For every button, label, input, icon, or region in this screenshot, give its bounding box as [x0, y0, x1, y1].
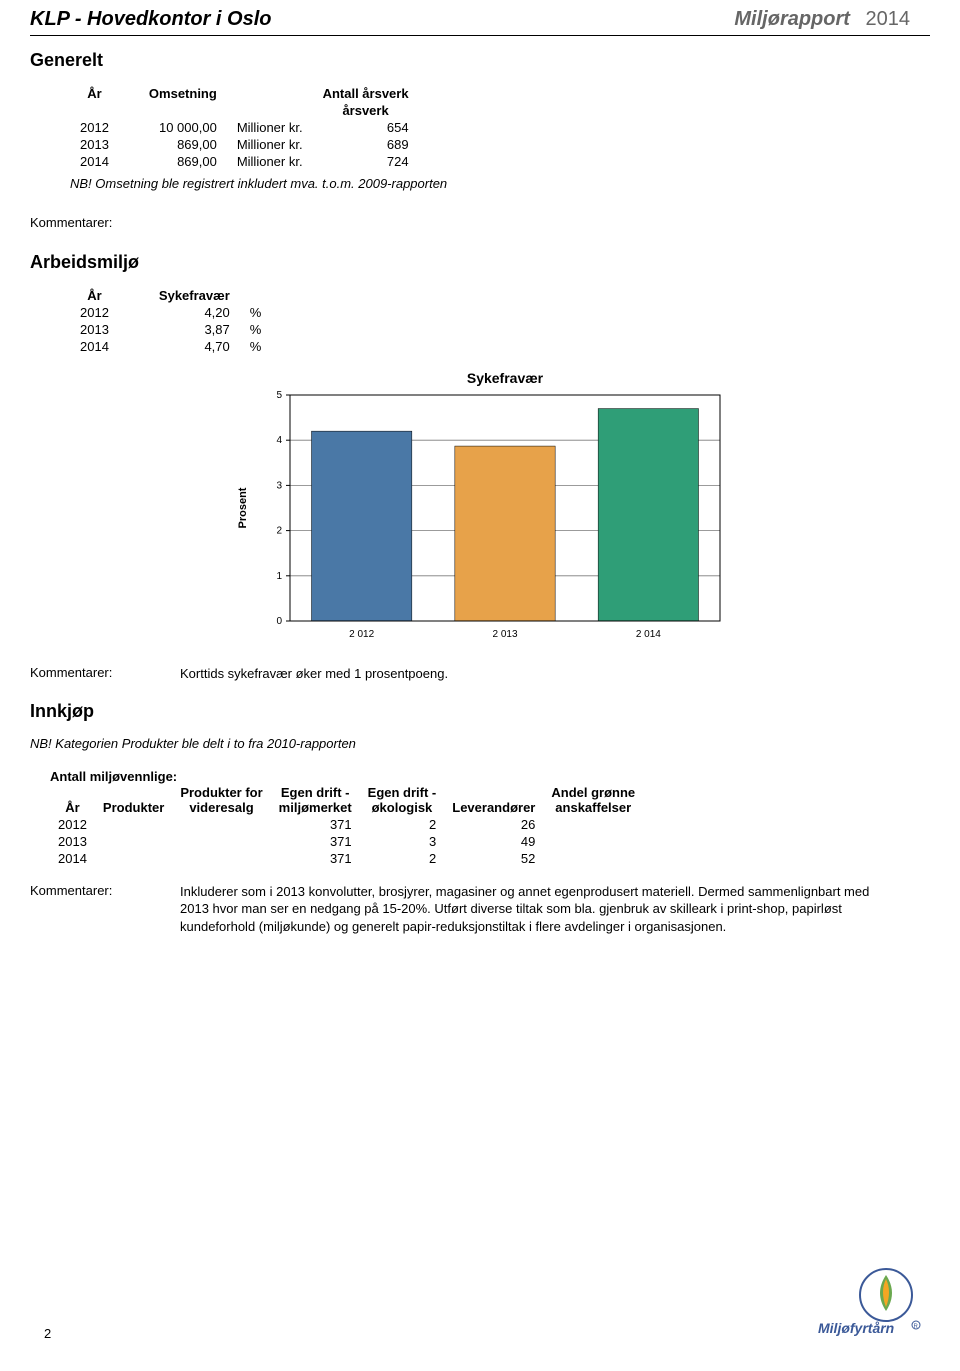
- miljofyrtarn-logo: Miljøfyrtårn R: [814, 1265, 924, 1345]
- section-title-innkjop: Innkjøp: [30, 701, 930, 722]
- page-title-right: Miljørapport 2014: [734, 8, 910, 31]
- table-row: 2013 371 3 49: [50, 833, 643, 850]
- table-row: 2014 4,70 %: [70, 338, 271, 355]
- col-miljomerket: Egen drift - miljømerket: [271, 784, 360, 816]
- sykefravaer-chart: 0 1 2 3 4 5 2 012 2 013 2 014 Prosent Sykefravær: [30, 365, 930, 655]
- table-row: 2013 3,87 %: [70, 321, 271, 338]
- generelt-note: NB! Omsetning ble registrert inkludert m…: [70, 176, 930, 191]
- col-andel: Andel grønne anskaffelser: [543, 784, 643, 816]
- section-title-generelt: Generelt: [30, 50, 930, 71]
- section-title-arbeidsmiljo: Arbeidsmiljø: [30, 252, 930, 273]
- svg-text:R: R: [914, 1324, 919, 1330]
- svg-text:4: 4: [276, 435, 282, 446]
- table-row: 2013 869,00 Millioner kr. 689: [70, 136, 419, 153]
- page-number: 2: [44, 1326, 51, 1341]
- kommentar-text: Korttids sykefravær øker med 1 prosentpo…: [180, 665, 930, 683]
- report-year: 2014: [866, 8, 911, 30]
- table-row: 2014 869,00 Millioner kr. 724: [70, 153, 419, 170]
- svg-text:5: 5: [276, 390, 282, 401]
- kommentar-label: Kommentarer:: [30, 215, 930, 230]
- col-year: År: [70, 85, 119, 102]
- col-fte: Antall årsverk: [313, 85, 419, 102]
- logo-text: Miljøfyrtårn: [818, 1320, 894, 1336]
- col-sykefravaer: Sykefravær: [119, 287, 240, 304]
- innkjop-preline: Antall miljøvennlige:: [50, 769, 930, 784]
- kommentar-label: Kommentarer:: [30, 665, 180, 680]
- col-unit: [227, 85, 313, 102]
- col-year: År: [50, 784, 95, 816]
- col-omsetning: Omsetning: [119, 85, 227, 102]
- table-row: 2012 371 2 26: [50, 816, 643, 833]
- table-row: 2012 4,20 %: [70, 304, 271, 321]
- svg-text:0: 0: [276, 616, 282, 627]
- col-leverandorer: Leverandører: [444, 784, 543, 816]
- table-row: 2012 10 000,00 Millioner kr. 654: [70, 119, 419, 136]
- col-videresalg: Produkter for videresalg: [172, 784, 270, 816]
- svg-text:1: 1: [276, 571, 282, 582]
- svg-text:3: 3: [276, 480, 282, 491]
- table-row: 2014 371 2 52: [50, 850, 643, 867]
- arbeidsmiljo-table: År Sykefravær 2012 4,20 % 2013 3,87 % 20…: [70, 287, 271, 355]
- svg-text:2 013: 2 013: [492, 629, 517, 640]
- svg-text:2: 2: [276, 526, 282, 537]
- svg-text:2 012: 2 012: [349, 629, 374, 640]
- innkjop-table: År Produkter Produkter for videresalg Eg…: [50, 784, 643, 867]
- innkjop-note: NB! Kategorien Produkter ble delt i to f…: [30, 736, 930, 751]
- report-label: Miljørapport: [734, 8, 850, 30]
- header-divider: [30, 35, 930, 36]
- col-fte-l2: årsverk: [313, 102, 419, 119]
- page-header: KLP - Hovedkontor i Oslo Miljørapport 20…: [0, 0, 960, 35]
- col-year: År: [70, 287, 119, 304]
- col-okologisk: Egen drift - økologisk: [360, 784, 445, 816]
- kommentar-text: Inkluderer som i 2013 konvolutter, brosj…: [180, 883, 930, 936]
- svg-text:Prosent: Prosent: [237, 487, 249, 528]
- generelt-table: År Omsetning Antall årsverk årsverk 2012…: [70, 85, 419, 170]
- svg-text:Sykefravær: Sykefravær: [467, 370, 544, 386]
- page-title-left: KLP - Hovedkontor i Oslo: [30, 8, 272, 31]
- svg-text:2 014: 2 014: [636, 629, 661, 640]
- col-produkter: Produkter: [95, 784, 172, 816]
- kommentar-label: Kommentarer:: [30, 883, 180, 898]
